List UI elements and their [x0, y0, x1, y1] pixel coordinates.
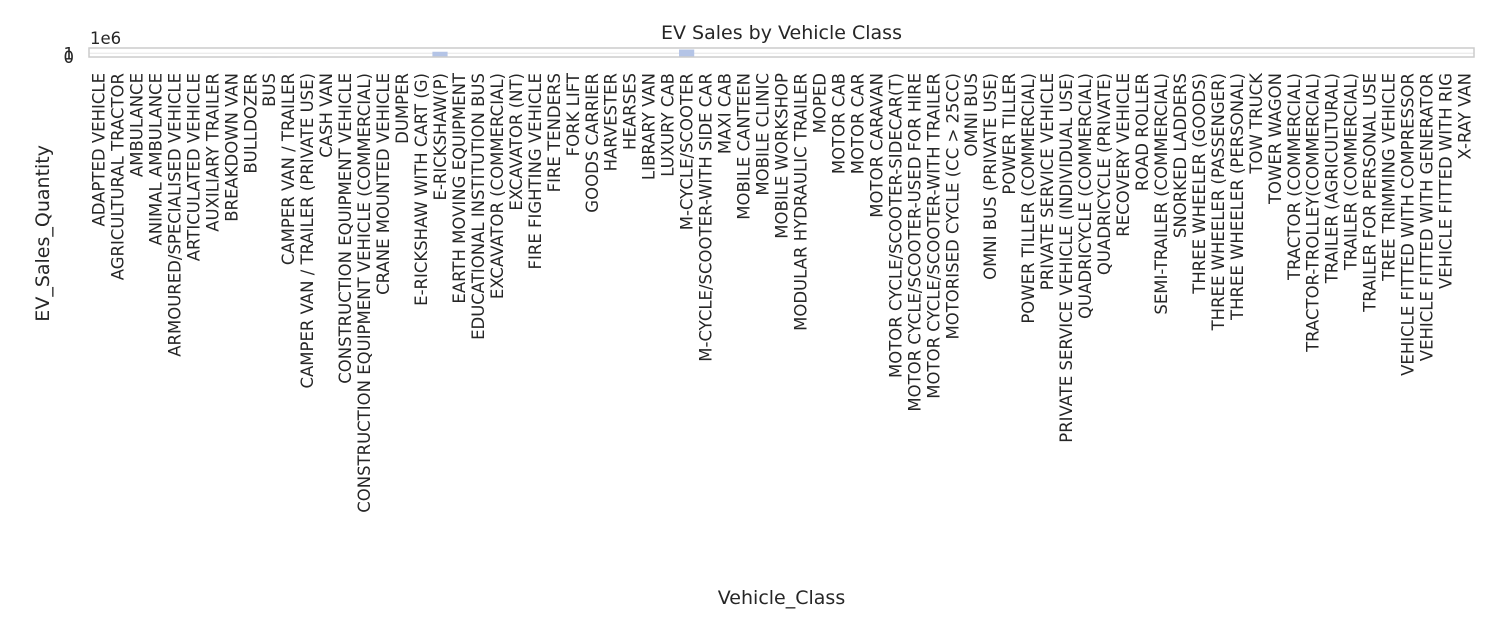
- x-tick-label: CONSTRUCTION EQUIPMENT VEHICLE: [336, 73, 355, 384]
- chart-title: EV Sales by Vehicle Class: [661, 22, 902, 44]
- x-tick-label: HARVESTER: [602, 73, 621, 171]
- x-tick-label: BREAKDOWN VAN: [222, 73, 241, 222]
- x-tick-label: TRAILER FOR PERSONAL USE: [1361, 73, 1380, 313]
- x-tick-label: VEHICLE FITTED WITH COMPRESSOR: [1399, 73, 1418, 376]
- x-tick-label: GOODS CARRIER: [583, 73, 602, 213]
- x-tick-label: MOBILE CANTEEN: [735, 73, 754, 220]
- x-tick-label: EDUCATIONAL INSTITUTION BUS: [469, 73, 488, 340]
- y-tick-label: 0: [64, 48, 75, 67]
- x-tick-label: MOBILE WORKSHOP: [773, 73, 792, 239]
- x-tick-label: AMBULANCE: [127, 73, 146, 177]
- x-tick-label: BULLDOZER: [241, 73, 260, 174]
- x-tick-label: MOTORISED CYCLE (CC > 25CC): [943, 73, 962, 340]
- bar: [679, 49, 695, 57]
- x-tick-label: AUXILIARY TRAILER: [203, 73, 222, 232]
- x-tick-label: MOPED: [810, 73, 829, 133]
- x-tick-label: THREE WHEELER (PASSENGER): [1209, 73, 1228, 331]
- x-tick-label: PRIVATE SERVICE VEHICLE: [1038, 73, 1057, 290]
- x-tick-label: TRAILER (COMMERCIAL): [1342, 73, 1361, 271]
- x-axis-label: Vehicle_Class: [718, 587, 845, 609]
- x-tick-label: POWER TILLER: [1000, 73, 1019, 195]
- x-tick-label: BUS: [260, 73, 279, 107]
- x-tick-label: AGRICULTURAL TRACTOR: [108, 73, 127, 280]
- x-tick-label: TREE TRIMMING VEHICLE: [1380, 73, 1399, 282]
- x-tick-label: OMNI BUS (PRIVATE USE): [981, 73, 1000, 280]
- x-tick-label: VEHICLE FITTED WITH RIG: [1437, 73, 1456, 289]
- x-tick-label: MOTOR CAB: [829, 73, 848, 174]
- x-tick-label: CAMPER VAN / TRAILER (PRIVATE USE): [298, 73, 317, 389]
- x-tick-label: HEARSES: [621, 73, 640, 150]
- x-tick-label: MODULAR HYDRAULIC TRAILER: [791, 73, 810, 331]
- x-tick-label: FIRE FIGHTING VEHICLE: [526, 73, 545, 270]
- x-tick-label: MOTOR CYCLE/SCOOTER-USED FOR HIRE: [905, 73, 924, 412]
- x-tick-label: CASH VAN: [317, 73, 336, 158]
- x-tick-label: EXCAVATOR (COMMERCIAL): [488, 73, 507, 299]
- plot-frame: [88, 47, 1475, 58]
- x-tick-label: MOBILE CLINIC: [754, 73, 773, 196]
- y-offset-text: 1e6: [90, 29, 121, 48]
- x-tick-label: ADAPTED VEHICLE: [89, 73, 108, 227]
- x-tick-label: RECOVERY VEHICLE: [1114, 73, 1133, 237]
- x-tick-label: M-CYCLE/SCOOTER-WITH SIDE CAR: [697, 73, 716, 362]
- x-tick-label: MOTOR CYCLE/SCOOTER-SIDECAR(T): [886, 73, 905, 378]
- x-tick-label: ARMOURED/SPECIALISED VEHICLE: [165, 73, 184, 357]
- y-ticks: 01: [64, 44, 75, 67]
- x-ticks: ADAPTED VEHICLE AGRICULTURAL TRACTOR AMBUL…: [89, 72, 1474, 513]
- x-tick-label: FORK LIFT: [564, 72, 583, 156]
- x-tick-label: MAXI CAB: [716, 73, 735, 154]
- x-tick-label: VEHICLE FITTED WITH GENERATOR: [1418, 73, 1437, 361]
- x-tick-label: QUADRICYCLE (PRIVATE): [1095, 73, 1114, 275]
- x-tick-label: FIRE TENDERS: [545, 73, 564, 192]
- x-tick-label: EXCAVATOR (NT): [507, 73, 526, 211]
- x-tick-label: TRAILER (AGRICULTURAL): [1323, 73, 1342, 284]
- x-tick-label: ARTICULATED VEHICLE: [184, 73, 203, 261]
- x-tick-label: THREE WHEELER (GOODS): [1190, 73, 1209, 295]
- x-tick-label: X-RAY VAN: [1456, 73, 1475, 159]
- x-tick-label: MOTOR CARAVAN: [867, 73, 886, 218]
- x-tick-label: TOW TRUCK: [1247, 72, 1266, 175]
- x-tick-label: CRANE MOUNTED VEHICLE: [374, 73, 393, 295]
- y-axis-label: EV_Sales_Quantity: [32, 145, 54, 322]
- x-tick-label: SEMI-TRAILER (COMMERCIAL): [1152, 73, 1171, 315]
- x-tick-label: DUMPER: [393, 73, 412, 144]
- x-tick-label: EARTH MOVING EQUIPMENT: [450, 72, 469, 303]
- bar: [432, 51, 448, 57]
- x-tick-label: MOTOR CAR: [848, 73, 867, 174]
- x-tick-label: E-RICKSHAW WITH CART (G): [412, 73, 431, 306]
- x-tick-label: OMNI BUS: [962, 73, 981, 157]
- x-tick-label: E-RICKSHAW(P): [431, 73, 450, 200]
- x-tick-label: QUADRICYCLE (COMMERCIAL): [1076, 73, 1095, 319]
- x-tick-label: LIBRARY VAN: [640, 73, 659, 180]
- x-tick-label: LUXURY CAB: [659, 73, 678, 177]
- x-tick-label: POWER TILLER (COMMERCIAL): [1019, 73, 1038, 324]
- x-tick-label: CONSTRUCTION EQUIPMENT VEHICLE (COMMERCI…: [355, 73, 374, 513]
- x-tick-label: PRIVATE SERVICE VEHICLE (INDIVIDUAL USE): [1057, 73, 1076, 443]
- x-tick-label: ANIMAL AMBULANCE: [146, 73, 165, 246]
- x-tick-label: TRACTOR-TROLLEY(COMMERCIAL): [1304, 73, 1323, 353]
- x-tick-label: MOTOR CYCLE/SCOOTER-WITH TRAILER: [924, 73, 943, 399]
- x-tick-label: SNORKED LADDERS: [1171, 73, 1190, 238]
- x-tick-label: TOWER WAGON: [1266, 73, 1285, 205]
- x-tick-label: ROAD ROLLER: [1133, 73, 1152, 191]
- x-tick-label: THREE WHEELER (PERSONAL): [1228, 73, 1247, 321]
- x-tick-label: CAMPER VAN / TRAILER: [279, 73, 298, 265]
- y-tick-label: 1: [64, 44, 75, 63]
- x-tick-label: M-CYCLE/SCOOTER: [678, 73, 697, 230]
- x-tick-label: TRACTOR (COMMERCIAL): [1285, 73, 1304, 281]
